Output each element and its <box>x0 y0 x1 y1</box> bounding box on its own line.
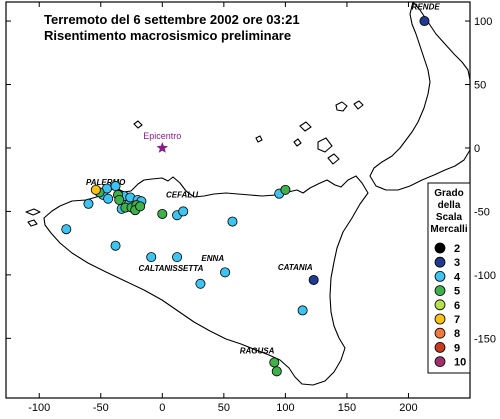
legend-value: 7 <box>454 314 460 326</box>
intensity-point-grade-5 <box>114 194 125 205</box>
legend-swatch <box>434 270 446 282</box>
place-label: CEFALU <box>166 190 198 199</box>
intensity-point-grade-4 <box>178 206 189 217</box>
intensity-point-grade-3 <box>419 16 430 27</box>
y-tick-label: -50 <box>474 206 490 218</box>
legend-value: 2 <box>454 243 460 255</box>
intensity-point-grade-4 <box>61 224 72 235</box>
place-label: RENDE <box>412 3 441 12</box>
legend-swatch <box>434 341 446 353</box>
x-tick-label: 50 <box>218 402 230 414</box>
intensity-point-grade-4 <box>146 252 157 263</box>
intensity-point-grade-5 <box>135 201 146 212</box>
intensity-point-grade-4 <box>83 198 94 209</box>
intensity-point-grade-4 <box>195 278 206 289</box>
plot-frame <box>5 1 471 399</box>
x-tick-label: 100 <box>276 402 294 414</box>
aeolian-island-6 <box>293 138 302 147</box>
intensity-point-grade-4 <box>220 267 231 278</box>
legend-swatch <box>434 256 446 268</box>
epicentre-marker: Epicentro <box>143 131 181 153</box>
aeolian-island-1 <box>335 101 348 112</box>
x-tick-label: -100 <box>28 402 50 414</box>
legend-swatch <box>434 327 446 339</box>
place-label: CATANIA <box>278 263 313 272</box>
legend-swatch <box>434 313 446 325</box>
legend-swatch <box>434 356 446 368</box>
y-tick-label: 100 <box>474 16 492 28</box>
place-label: RAGUSA <box>240 347 275 356</box>
legend-title-line2: della <box>438 200 461 211</box>
y-tick-label: -100 <box>474 270 496 282</box>
epicentre-label: Epicentro <box>143 131 181 141</box>
legend-value: 8 <box>454 328 460 340</box>
aeolian-island-4 <box>317 137 333 153</box>
intensity-point-grade-5 <box>157 208 168 219</box>
legend-title-line1: Grado <box>434 188 463 199</box>
aeolian-island-5 <box>327 153 340 165</box>
intensity-point-grade-7 <box>90 184 101 195</box>
intensity-point-grade-4 <box>110 181 121 192</box>
ustica-island <box>133 120 143 129</box>
egadi-island-1 <box>25 208 41 216</box>
intensity-point-grade-4 <box>110 240 121 251</box>
calabria-coastline <box>369 1 471 191</box>
aeolian-island-3 <box>299 121 312 132</box>
epicentre-star <box>156 142 168 153</box>
legend-value: 5 <box>454 286 460 298</box>
intensity-point-grade-5 <box>271 366 282 377</box>
coastline-layer <box>25 1 471 386</box>
place-label: CALTANISSETTA <box>138 264 203 273</box>
intensity-point-grade-5 <box>280 184 291 195</box>
sicily-coastline <box>43 175 369 386</box>
place-label: ENNA <box>201 254 224 263</box>
intensity-point-grade-4 <box>103 193 114 204</box>
x-tick-label: 0 <box>159 402 165 414</box>
place-label: PALERMO <box>86 178 126 187</box>
y-tick-label: 50 <box>474 80 486 92</box>
y-tick-label: 0 <box>474 143 480 155</box>
legend-title-line4: Mercalli <box>430 224 467 235</box>
legend-value: 3 <box>454 257 460 269</box>
map-title-line2: Risentimento macrosismico preliminare <box>44 28 291 43</box>
aeolian-island-7 <box>255 135 263 143</box>
y-axis-ticks: 100 50 0 -50 -100 -150 <box>6 16 496 345</box>
legend-value: 10 <box>454 357 466 369</box>
intensity-point-grade-5 <box>269 357 280 368</box>
legend-value: 9 <box>454 342 460 354</box>
legend-items: 2 3 4 5 6 7 8 9 10 <box>434 242 466 369</box>
legend-swatch <box>434 285 446 297</box>
legend-title-line3: Scala <box>436 212 463 223</box>
intensity-point-grade-3 <box>308 274 319 285</box>
x-tick-label: 150 <box>338 402 356 414</box>
egadi-island-2 <box>27 219 38 227</box>
mercalli-legend: Grado della Scala Mercalli 2 3 4 5 6 7 8 9 10 <box>427 182 471 374</box>
map-title-line1: Terremoto del 6 settembre 2002 ore 03:21 <box>44 12 300 27</box>
intensity-point-grade-4 <box>297 305 308 316</box>
intensity-points <box>61 16 430 377</box>
aeolian-island-2 <box>353 100 364 110</box>
legend-value: 4 <box>454 271 461 283</box>
intensity-point-grade-4 <box>227 216 238 227</box>
x-axis-ticks: -100 -50 0 50 100 150 200 <box>28 2 418 414</box>
y-tick-label: -150 <box>474 333 496 345</box>
x-tick-label: -50 <box>93 402 109 414</box>
legend-swatch <box>434 299 446 311</box>
legend-value: 6 <box>454 300 460 312</box>
legend-swatch <box>434 242 446 254</box>
x-tick-label: 200 <box>399 402 417 414</box>
intensity-point-grade-4 <box>172 252 183 263</box>
